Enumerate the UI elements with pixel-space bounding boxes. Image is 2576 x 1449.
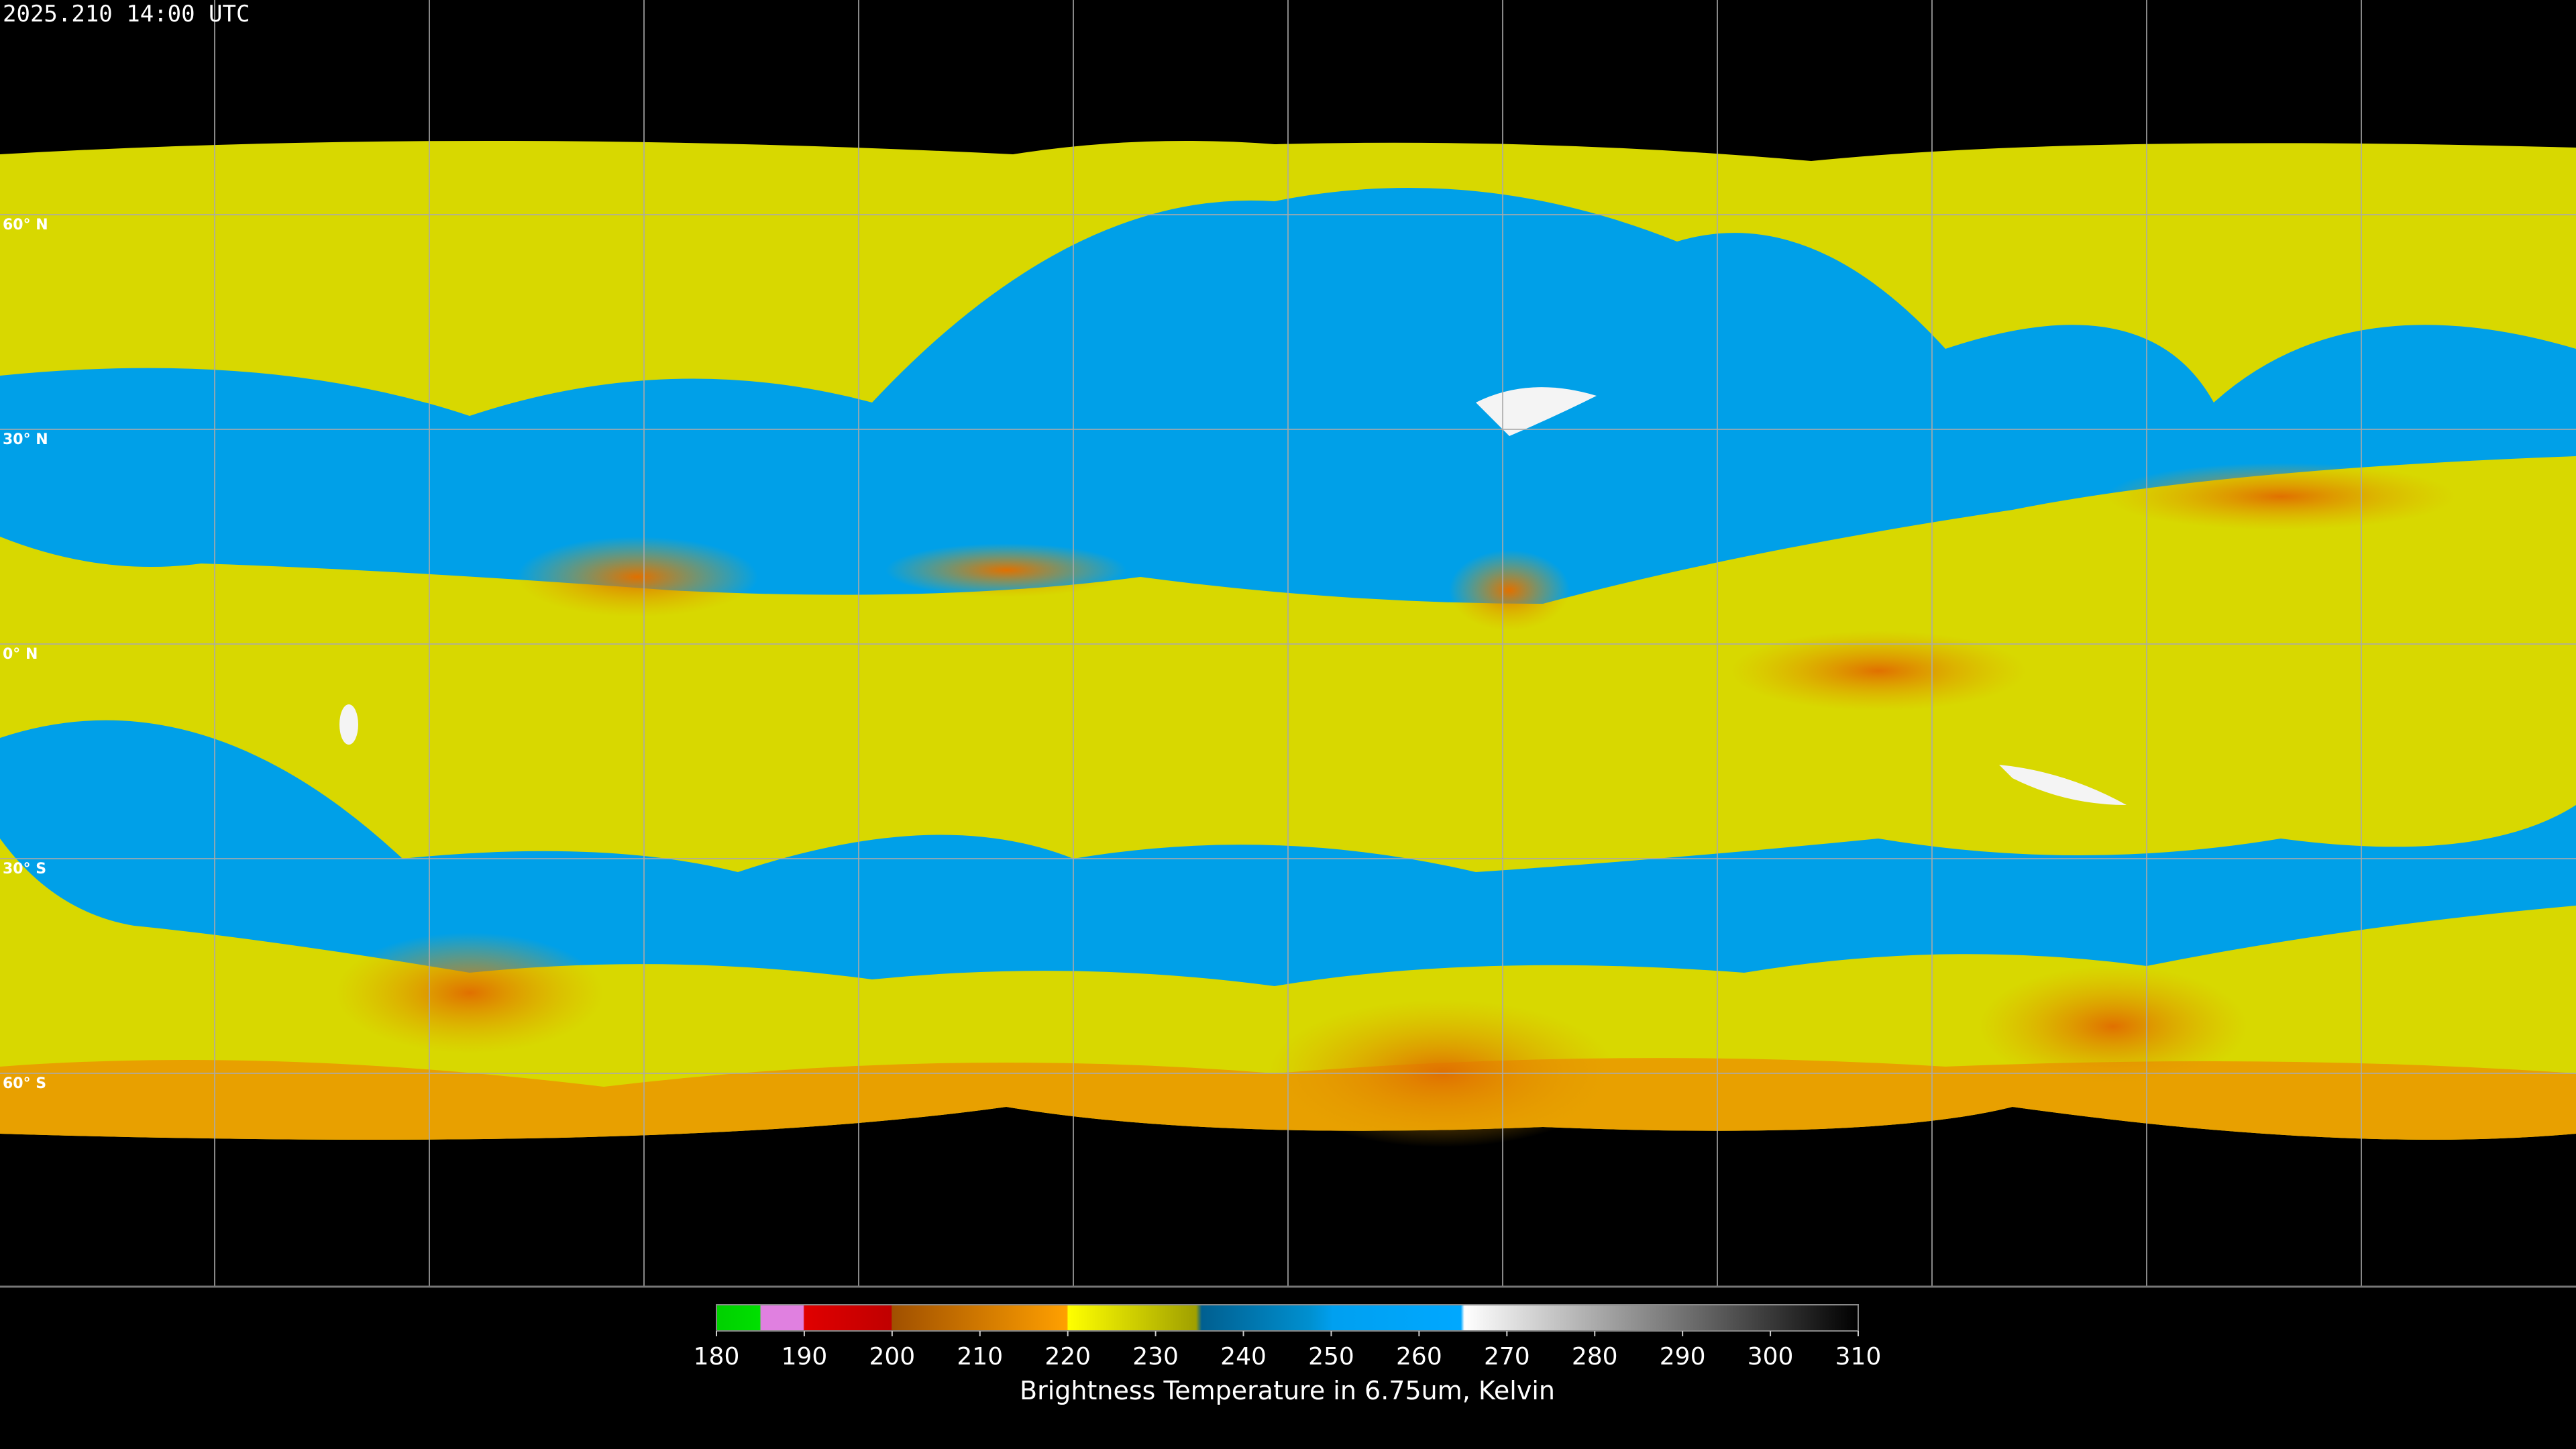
colorbar bbox=[716, 1304, 1859, 1332]
timestamp: 2025.210 14:00 UTC bbox=[3, 1, 250, 28]
colorbar-ticks: 180 190 200 210 220 230 240 250 260 270 280 290 300 3… bbox=[694, 1331, 1882, 1371]
colorbar-tick-label: 260 bbox=[1396, 1343, 1442, 1371]
lat-label: 60° S bbox=[3, 1075, 46, 1092]
colorbar-tick-label: 240 bbox=[1220, 1343, 1267, 1371]
colorbar-tick-label: 310 bbox=[1835, 1343, 1882, 1371]
colorbar-tick-label: 280 bbox=[1572, 1343, 1618, 1371]
graticule bbox=[0, 0, 2576, 1287]
colorbar-tick-label: 210 bbox=[957, 1343, 1003, 1371]
colorbar-tick-label: 270 bbox=[1484, 1343, 1530, 1371]
colorbar-tick-label: 290 bbox=[1660, 1343, 1706, 1371]
colorbar-label: Brightness Temperature in 6.75um, Kelvin bbox=[1020, 1376, 1555, 1405]
colorbar-tick-label: 220 bbox=[1044, 1343, 1091, 1371]
colorbar-tick-label: 190 bbox=[782, 1343, 828, 1371]
colorbar-tick-label: 250 bbox=[1308, 1343, 1354, 1371]
lat-label: 30° N bbox=[3, 431, 48, 448]
colorbar-tick-label: 230 bbox=[1132, 1343, 1179, 1371]
colorbar-tick-label: 180 bbox=[694, 1343, 740, 1371]
lat-label: 30° S bbox=[3, 861, 46, 877]
lat-label: 0° N bbox=[3, 646, 38, 663]
colorbar-tick-label: 300 bbox=[1748, 1343, 1794, 1371]
lat-label: 60° N bbox=[3, 217, 48, 233]
colorbar-tick-label: 200 bbox=[869, 1343, 915, 1371]
